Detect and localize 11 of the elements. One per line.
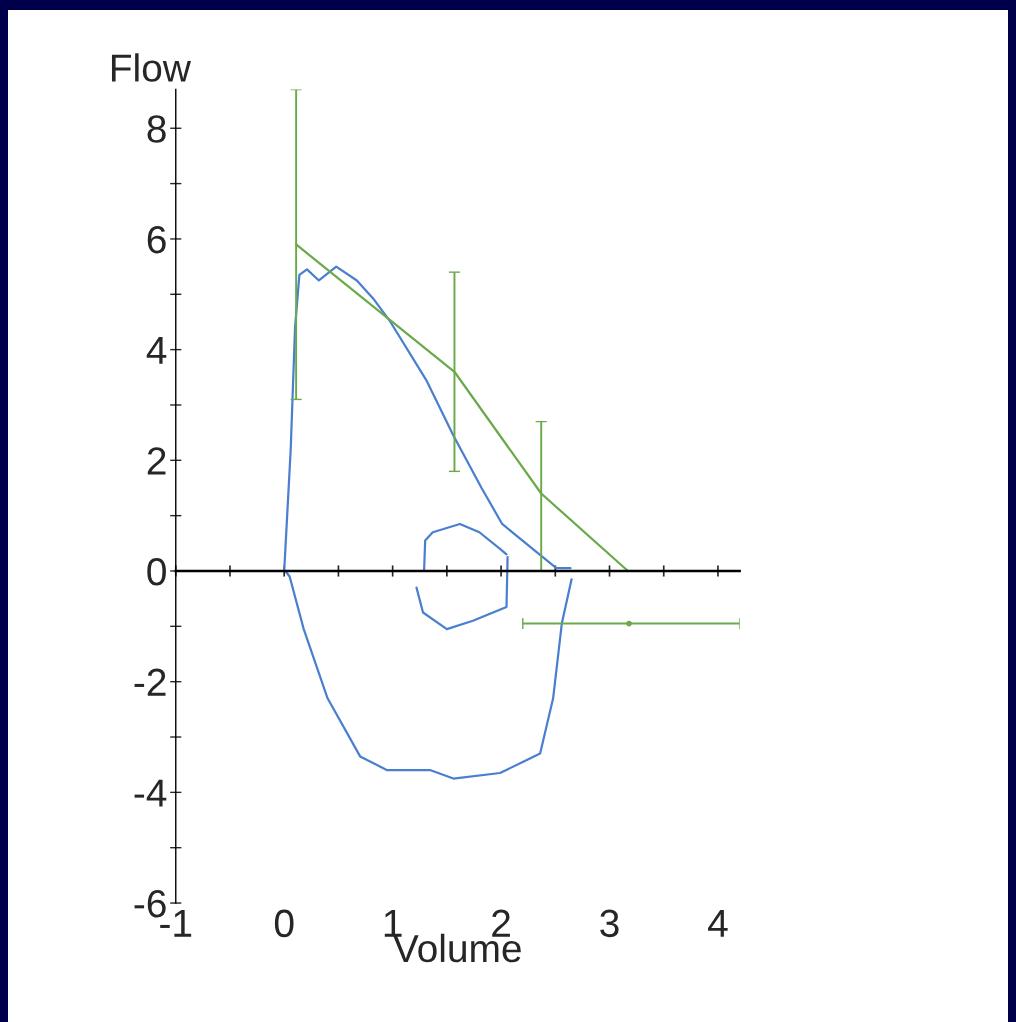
- y-tick-label: 2: [147, 447, 166, 475]
- y-axis-title: Flow: [111, 53, 191, 82]
- y-tick-label: 6: [147, 225, 166, 254]
- y-tick-label: 8: [147, 115, 166, 143]
- x-tick-label: 0: [274, 909, 294, 938]
- x-tick-label: 4: [708, 910, 728, 937]
- x-tick-label: 3: [600, 909, 619, 938]
- y-tick-label: -4: [134, 779, 167, 807]
- y-tick-label: 0: [147, 557, 166, 586]
- y-tick-label: 4: [146, 336, 167, 364]
- y-tick-label: -2: [134, 668, 166, 696]
